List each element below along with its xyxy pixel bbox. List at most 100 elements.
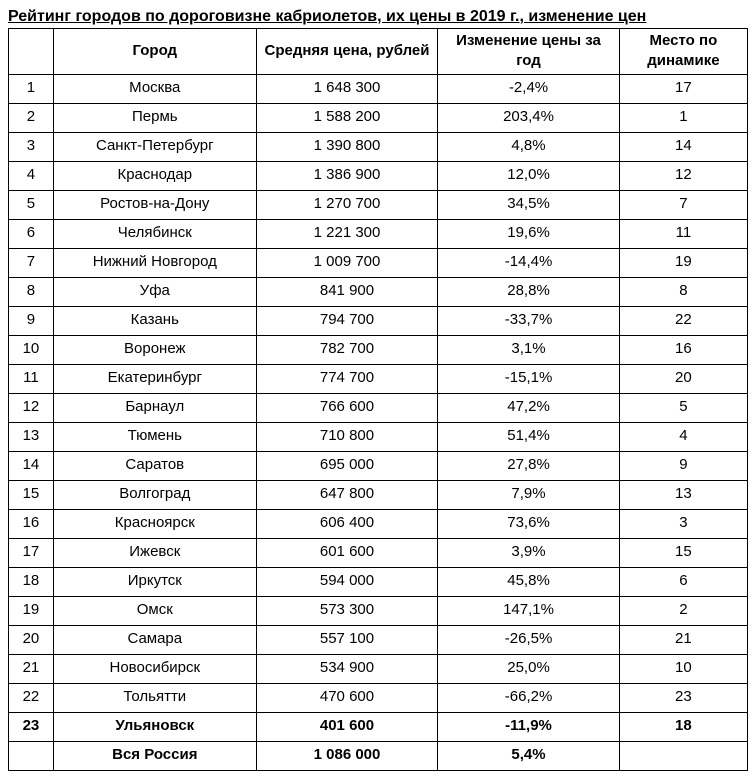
avg-price: 594 000 [256,567,438,596]
city-name: Москва [53,74,256,103]
city-name: Уфа [53,277,256,306]
avg-price: 1 270 700 [256,190,438,219]
avg-price: 1 588 200 [256,103,438,132]
table-row: 23Ульяновск401 600-11,9%18 [9,712,748,741]
table-row: 22Тольятти470 600-66,2%23 [9,683,748,712]
dynamics-rank: 3 [619,509,747,538]
table-row: 20Самара557 100-26,5%21 [9,625,748,654]
row-index [9,741,54,770]
city-name: Вся Россия [53,741,256,770]
city-name: Ростов-на-Дону [53,190,256,219]
price-change: 73,6% [438,509,620,538]
table-row: 3Санкт-Петербург1 390 8004,8%14 [9,132,748,161]
dynamics-rank: 12 [619,161,747,190]
city-name: Омск [53,596,256,625]
avg-price: 1 086 000 [256,741,438,770]
price-change: -66,2% [438,683,620,712]
row-index: 20 [9,625,54,654]
avg-price: 401 600 [256,712,438,741]
row-index: 2 [9,103,54,132]
row-index: 11 [9,364,54,393]
table-row: 1Москва1 648 300-2,4%17 [9,74,748,103]
price-change: 45,8% [438,567,620,596]
avg-price: 1 648 300 [256,74,438,103]
price-change: 25,0% [438,654,620,683]
row-index: 13 [9,422,54,451]
col-index [9,29,54,75]
table-row: Вся Россия1 086 0005,4% [9,741,748,770]
price-change: 34,5% [438,190,620,219]
table-row: 19Омск573 300147,1%2 [9,596,748,625]
dynamics-rank: 14 [619,132,747,161]
price-change: 4,8% [438,132,620,161]
table-row: 4Краснодар1 386 90012,0%12 [9,161,748,190]
avg-price: 766 600 [256,393,438,422]
row-index: 8 [9,277,54,306]
city-name: Ульяновск [53,712,256,741]
price-change: -26,5% [438,625,620,654]
price-change: 3,9% [438,538,620,567]
dynamics-rank: 10 [619,654,747,683]
price-change: 203,4% [438,103,620,132]
dynamics-rank: 18 [619,712,747,741]
price-change: -2,4% [438,74,620,103]
avg-price: 782 700 [256,335,438,364]
page-title: Рейтинг городов по дороговизне кабриолет… [8,8,748,26]
city-name: Ижевск [53,538,256,567]
price-change: 19,6% [438,219,620,248]
dynamics-rank: 11 [619,219,747,248]
avg-price: 601 600 [256,538,438,567]
city-name: Екатеринбург [53,364,256,393]
table-row: 21Новосибирск534 90025,0%10 [9,654,748,683]
price-change: 47,2% [438,393,620,422]
table-row: 15Волгоград647 8007,9%13 [9,480,748,509]
dynamics-rank: 1 [619,103,747,132]
dynamics-rank: 19 [619,248,747,277]
table-row: 18Иркутск594 00045,8%6 [9,567,748,596]
avg-price: 794 700 [256,306,438,335]
row-index: 10 [9,335,54,364]
city-name: Саратов [53,451,256,480]
avg-price: 573 300 [256,596,438,625]
table-row: 17Ижевск601 6003,9%15 [9,538,748,567]
dynamics-rank: 21 [619,625,747,654]
city-name: Самара [53,625,256,654]
col-city: Город [53,29,256,75]
dynamics-rank: 8 [619,277,747,306]
avg-price: 647 800 [256,480,438,509]
row-index: 18 [9,567,54,596]
row-index: 1 [9,74,54,103]
price-change: -15,1% [438,364,620,393]
city-name: Нижний Новгород [53,248,256,277]
row-index: 21 [9,654,54,683]
dynamics-rank: 4 [619,422,747,451]
dynamics-rank: 16 [619,335,747,364]
city-name: Пермь [53,103,256,132]
row-index: 23 [9,712,54,741]
row-index: 15 [9,480,54,509]
dynamics-rank: 23 [619,683,747,712]
avg-price: 1 386 900 [256,161,438,190]
table-row: 10Воронеж782 7003,1%16 [9,335,748,364]
row-index: 5 [9,190,54,219]
avg-price: 606 400 [256,509,438,538]
row-index: 14 [9,451,54,480]
table-row: 12Барнаул766 60047,2%5 [9,393,748,422]
table-row: 9Казань794 700-33,7%22 [9,306,748,335]
avg-price: 1 009 700 [256,248,438,277]
dynamics-rank: 20 [619,364,747,393]
avg-price: 695 000 [256,451,438,480]
avg-price: 774 700 [256,364,438,393]
dynamics-rank: 17 [619,74,747,103]
avg-price: 1 390 800 [256,132,438,161]
row-index: 6 [9,219,54,248]
dynamics-rank: 5 [619,393,747,422]
city-name: Новосибирск [53,654,256,683]
city-name: Воронеж [53,335,256,364]
city-name: Иркутск [53,567,256,596]
dynamics-rank: 13 [619,480,747,509]
city-name: Тюмень [53,422,256,451]
price-change: 28,8% [438,277,620,306]
row-index: 12 [9,393,54,422]
table-header-row: Город Средняя цена, рублей Изменение цен… [9,29,748,75]
